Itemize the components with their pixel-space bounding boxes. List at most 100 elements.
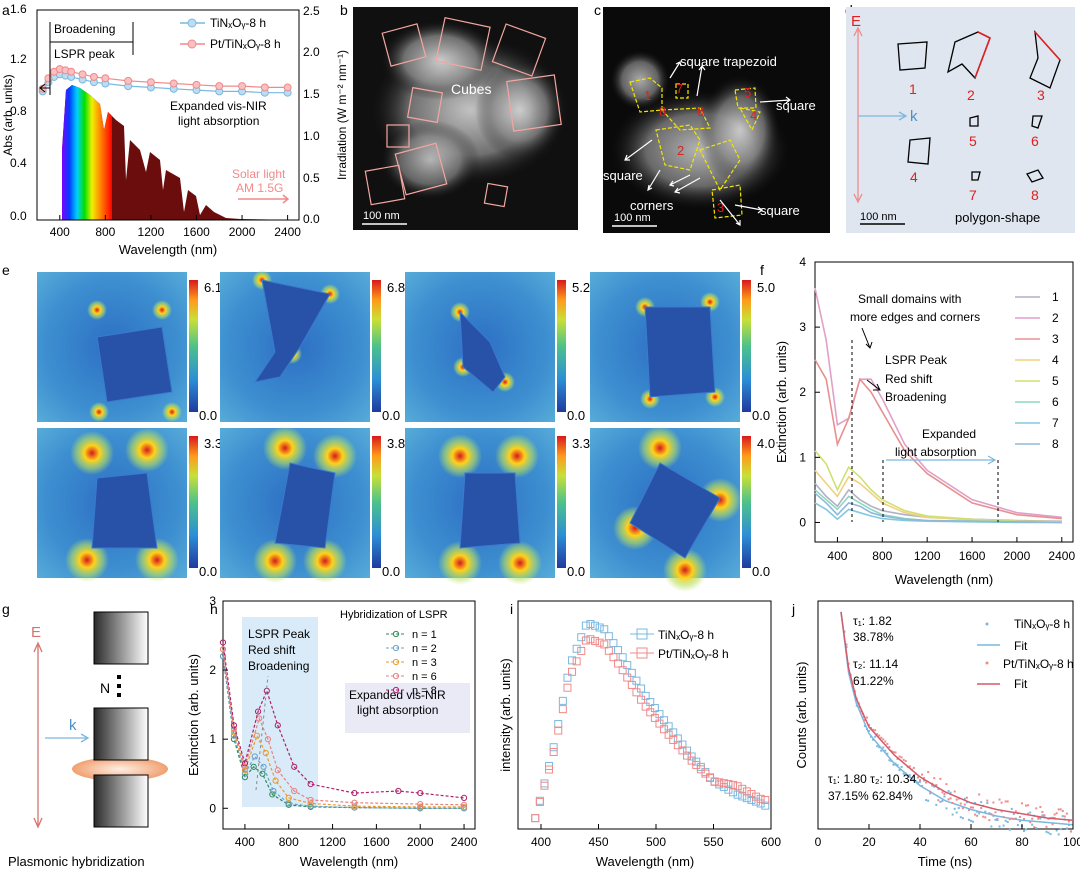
panel-letter: j: [791, 601, 795, 617]
svg-text:4: 4: [750, 108, 757, 123]
ytick-left: 0.0: [10, 209, 27, 223]
caption: polygon-shape: [955, 210, 1040, 225]
data-point: [535, 797, 544, 806]
data-point: [1033, 826, 1036, 829]
data-point: [1014, 810, 1017, 813]
data-point: [192, 80, 201, 89]
data-point: [1016, 824, 1019, 827]
annotation: Broadening: [885, 390, 946, 404]
x-axis-label: Time (ns): [918, 854, 972, 869]
data-point: [1010, 807, 1013, 810]
caption: Plasmonic hybridization: [8, 854, 145, 869]
legend-label: Pt/TiNₓOᵧ-8 h: [658, 647, 729, 661]
data-point: [947, 790, 950, 793]
data-point: [845, 646, 848, 649]
series-line: [814, 359, 1062, 520]
x-tick-label: 2000: [1004, 549, 1031, 563]
data-point: [531, 814, 540, 823]
data-point: [581, 636, 590, 645]
ytick-left: 0.4: [10, 156, 27, 170]
data-point: [965, 801, 968, 804]
legend-marker: [392, 672, 400, 680]
data-point: [761, 801, 770, 810]
panel-d: d E k 1 2 3 4 5 6 7 8 100 nm p: [845, 2, 1075, 233]
particle-shape: [629, 462, 721, 559]
data-point: [351, 799, 358, 806]
data-point: [260, 763, 267, 770]
data-point: [935, 803, 938, 806]
annotation: LSPR Peak: [248, 627, 311, 641]
svg-text:square: square: [603, 168, 643, 183]
x-tick-label: 500: [646, 835, 666, 849]
x-tick-label: 800: [279, 835, 299, 849]
hotspot: [87, 300, 107, 320]
legend-marker: [392, 686, 400, 694]
data-point: [984, 810, 987, 813]
scale-bar: 100 nm: [363, 210, 400, 222]
data-point: [939, 777, 942, 780]
data-point: [618, 666, 627, 675]
y-tick-label: 3: [799, 320, 806, 334]
data-point: [904, 760, 907, 763]
annotation: Broadening: [54, 22, 115, 36]
field-map: 5.2 0.0: [405, 272, 590, 423]
data-point: [230, 722, 238, 729]
field-map: 5.0 0.0: [590, 272, 775, 423]
n-label: N: [100, 680, 110, 696]
data-point: [880, 749, 883, 752]
data-point: [568, 656, 577, 665]
data-point: [270, 787, 277, 795]
annotation: light absorption: [357, 703, 438, 717]
hotspot: [152, 300, 172, 320]
data-point: [918, 779, 921, 782]
data-point: [614, 646, 623, 655]
field-map: 4.0 0.0: [590, 426, 775, 592]
annotation: Expanded vis-NIR: [170, 99, 267, 113]
data-point: [1004, 819, 1007, 822]
cube-outlines: [364, 16, 562, 208]
data-point: [650, 704, 659, 713]
x-tick-label: 0: [815, 835, 822, 849]
data-point: [554, 726, 563, 735]
data-point: [894, 762, 897, 765]
particle-shape: [96, 326, 173, 403]
data-point: [1012, 812, 1015, 815]
data-point: [996, 817, 999, 820]
data-point: [945, 783, 948, 786]
data-point: [878, 746, 881, 749]
k-label: k: [910, 108, 918, 125]
data-point: [604, 646, 613, 655]
legend: TiNₓOᵧ-8 h Pt/TiNₓOᵧ-8 h: [180, 16, 281, 51]
data-point: [614, 659, 623, 668]
data-point: [591, 636, 600, 645]
k-arrow: [858, 111, 908, 121]
svg-text:3: 3: [717, 200, 724, 215]
series-line: [222, 656, 464, 809]
data-point: [859, 710, 862, 713]
data-point: [581, 621, 590, 630]
x-tick-label: 100: [1063, 835, 1080, 849]
annotation: light absorption: [178, 114, 259, 128]
hotspot: [313, 434, 357, 478]
y-tick-label: 2: [799, 385, 806, 399]
data-point: [1065, 827, 1068, 830]
data-point: [259, 770, 266, 777]
data-point: [923, 777, 926, 780]
data-point: [101, 74, 110, 83]
data-point: [417, 801, 424, 808]
x-tick-label: 1600: [363, 835, 390, 849]
data-point: [1000, 810, 1003, 813]
k-arrow: [45, 733, 90, 743]
legend-label: 7: [1052, 416, 1059, 430]
legend-marker: [392, 658, 400, 666]
colorbar: [189, 280, 198, 412]
data-point: [947, 798, 950, 801]
data-point: [683, 751, 692, 760]
data-point: [600, 640, 609, 649]
data-point: [978, 812, 981, 815]
hotspot: [438, 434, 482, 478]
data-point: [219, 639, 227, 646]
data-point: [867, 723, 870, 726]
data-point: [929, 792, 932, 795]
hotspot: [253, 539, 297, 583]
